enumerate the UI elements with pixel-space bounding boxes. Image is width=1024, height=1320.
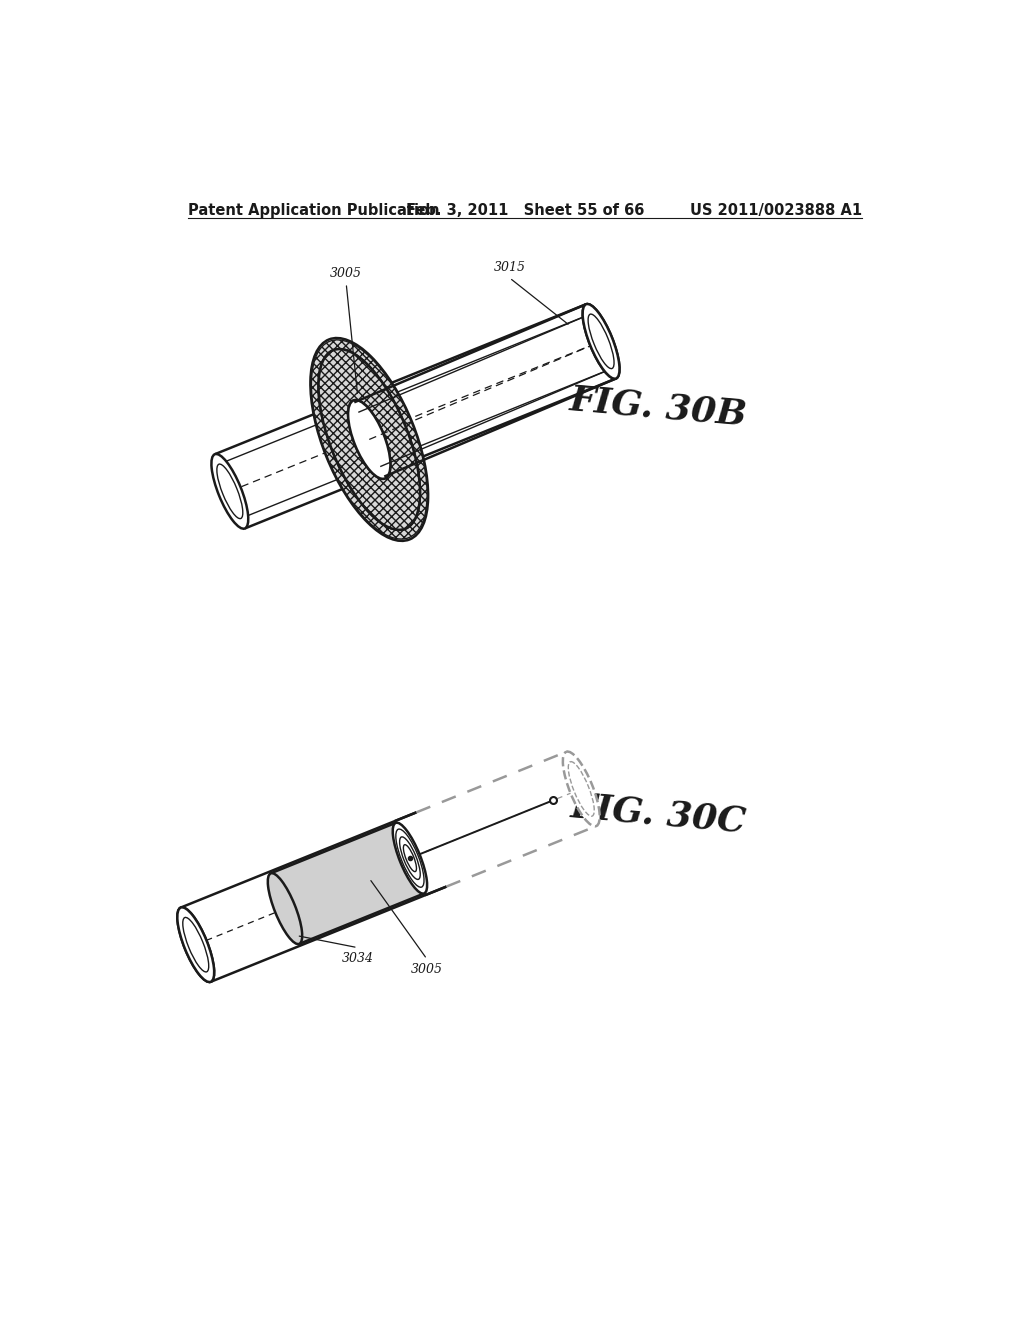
- Text: Feb. 3, 2011   Sheet 55 of 66: Feb. 3, 2011 Sheet 55 of 66: [406, 203, 644, 218]
- Ellipse shape: [268, 873, 302, 944]
- Ellipse shape: [583, 304, 620, 379]
- Ellipse shape: [348, 400, 390, 479]
- Ellipse shape: [583, 304, 620, 379]
- Text: FIG. 30C: FIG. 30C: [569, 789, 749, 838]
- Ellipse shape: [217, 465, 243, 519]
- Ellipse shape: [588, 314, 614, 368]
- Text: 3005: 3005: [411, 964, 443, 975]
- Ellipse shape: [568, 762, 594, 816]
- Ellipse shape: [177, 907, 214, 982]
- Ellipse shape: [318, 348, 420, 529]
- Text: FIG. 30B: FIG. 30B: [568, 383, 749, 432]
- Text: 3015: 3015: [494, 261, 525, 275]
- Ellipse shape: [182, 917, 209, 972]
- Ellipse shape: [318, 348, 420, 529]
- Text: 3034: 3034: [342, 952, 374, 965]
- Text: 3005: 3005: [330, 267, 362, 280]
- Ellipse shape: [563, 751, 600, 826]
- Ellipse shape: [182, 917, 209, 972]
- Ellipse shape: [311, 339, 427, 539]
- Ellipse shape: [393, 822, 427, 894]
- Text: US 2011/0023888 A1: US 2011/0023888 A1: [690, 203, 862, 218]
- Ellipse shape: [177, 907, 214, 982]
- Text: Patent Application Publication: Patent Application Publication: [188, 203, 440, 218]
- Ellipse shape: [348, 400, 390, 479]
- Ellipse shape: [211, 454, 248, 529]
- Ellipse shape: [588, 314, 614, 368]
- Polygon shape: [270, 822, 424, 944]
